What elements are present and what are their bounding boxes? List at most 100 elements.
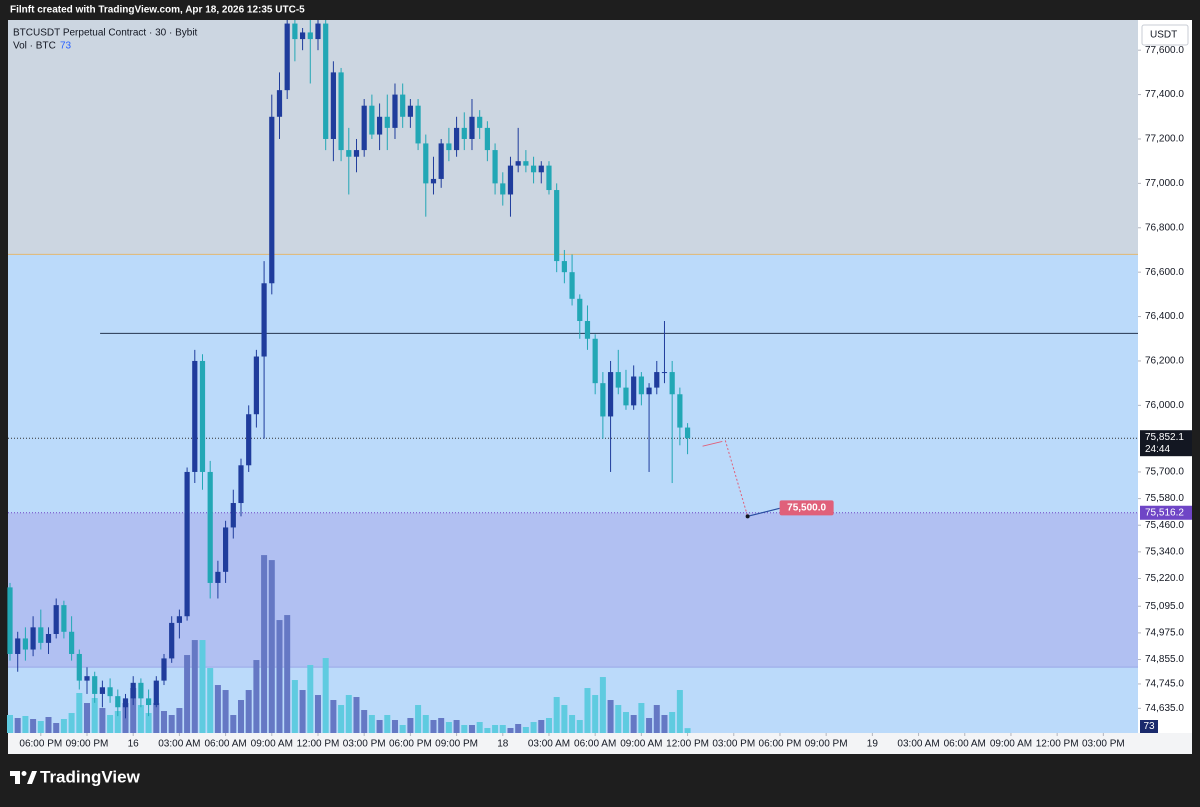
last-price-label: 75,852.1 [1145,432,1184,443]
candle-body [246,414,252,466]
candle-body [477,116,483,128]
volume-bar [584,688,591,733]
volume-bar [438,718,445,733]
candle-body [615,372,621,388]
y-tick-label: 75,700.0 [1145,467,1184,478]
candle-body [500,183,506,195]
y-tick-label: 74,635.0 [1145,703,1184,714]
candle-body [7,587,13,654]
candle-body [238,465,244,504]
candle-body [631,376,637,406]
volume-bar [83,703,90,733]
volume-bar [214,685,221,733]
candle-body [523,161,529,166]
candle-body [261,283,267,357]
candle-body [61,605,67,632]
y-tick-label: 75,460.0 [1145,520,1184,531]
y-tick-label: 75,340.0 [1145,547,1184,558]
volume-bar [461,725,468,733]
volume-bar [430,720,437,733]
candle-body [538,165,544,173]
volume-bar [253,660,260,733]
x-tick-label: 06:00 AM [204,739,246,750]
candle-body [145,698,152,706]
x-tick-label: 12:00 PM [1036,739,1079,750]
candle-body [392,94,398,128]
volume-bar [530,722,537,733]
candle-body [407,105,413,117]
volume-bar [676,690,683,733]
volume-bar [399,725,406,733]
volume-bar [561,705,568,733]
y-tick-label: 76,200.0 [1145,356,1184,367]
candle-body [253,356,259,415]
candle-body [161,658,167,681]
candle-body [430,178,437,184]
volume-bar [484,728,491,733]
y-tick-label: 76,000.0 [1145,400,1184,411]
candle-body [661,372,668,374]
last-price-box [1140,430,1192,457]
volume-bar [684,728,691,733]
candle-body [92,676,98,694]
volume-bar [592,695,599,733]
y-tick-label: 74,975.0 [1145,628,1184,639]
x-tick-label: 06:00 AM [574,739,616,750]
candle-body [184,471,190,617]
x-tick-label: 09:00 PM [66,739,109,750]
candle-body [607,372,614,417]
volume-bar [515,724,522,733]
candle-body [353,150,360,157]
candle-body [677,394,683,428]
y-tick-label: 75,095.0 [1145,601,1184,612]
volume-axis-box [1140,720,1158,733]
volume-bar [291,680,298,733]
x-tick-label: 09:00 AM [251,739,293,750]
candle-body [561,261,567,273]
candle-body [600,383,606,417]
volume-bar [284,615,291,733]
volume-bar [245,690,252,733]
currency-box [1141,24,1189,46]
volume-bar [191,640,198,733]
volume-bar [630,715,637,733]
y-tick-label: 77,200.0 [1145,134,1184,145]
volume-bar [199,640,206,733]
candle-body [107,687,113,697]
volume-bar [268,560,275,733]
volume-bar [468,725,475,733]
candle-body [376,116,383,135]
candle-body [438,143,444,179]
volume-bar [453,720,460,733]
y-tick-label: 77,400.0 [1145,89,1184,100]
volume-bar [261,555,268,733]
volume-bar [622,712,629,733]
volume-bar [499,725,506,733]
candle-body [323,23,329,139]
volume-bar [330,700,337,733]
volume-bar [653,705,660,733]
x-tick-label: 03:00 AM [158,739,200,750]
candle-body [492,150,498,184]
candles [7,20,691,719]
candle-body [638,376,644,395]
volume-bar [569,715,576,733]
volume-bar [60,719,67,733]
volume-bar [230,715,237,733]
volume-bar [545,718,552,733]
volume-bar [222,690,229,733]
candle-body [30,627,36,650]
volume-bars [7,555,691,733]
candle-body [76,653,82,681]
volume-bar [37,721,44,733]
volume-bar [345,695,352,733]
x-tick-label: 06:00 AM [944,739,986,750]
logo-mark [10,771,20,784]
volume-bar [176,708,183,733]
volume-bar [153,703,160,733]
x-tick-label: 06:00 PM [389,739,432,750]
volume-bar [145,713,152,733]
candle-body [592,338,598,384]
candle-body [153,680,159,706]
